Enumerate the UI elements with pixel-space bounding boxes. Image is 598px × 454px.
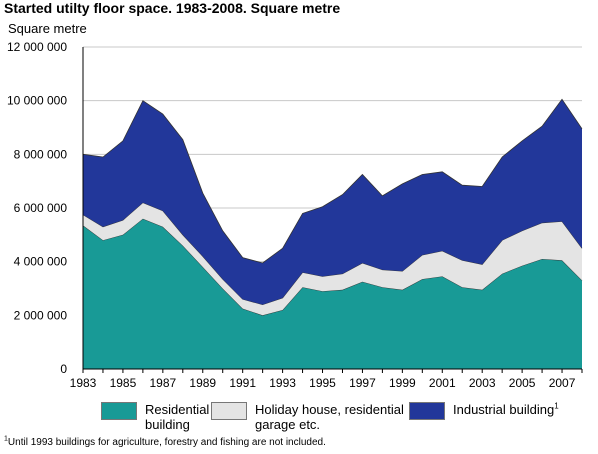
y-tick-label: 6 000 000 [14, 201, 68, 215]
footnote-marker: 1 [4, 435, 8, 443]
y-tick-label: 0 [60, 362, 67, 376]
x-tick-label: 2005 [509, 376, 536, 390]
y-tick-label: 8 000 000 [14, 147, 68, 161]
footnote: 1Until 1993 buildings for agriculture, f… [4, 435, 326, 448]
area-series-2 [83, 99, 582, 305]
area-series-1 [83, 202, 582, 316]
x-tick-label: 1993 [269, 376, 296, 390]
footnote-text: Until 1993 buildings for agriculture, fo… [7, 437, 326, 448]
legend-label-industrial: Industrial building1 [453, 402, 559, 417]
y-tick-label: 10 000 000 [7, 94, 67, 108]
legend-label-residential: Residential building [145, 402, 210, 432]
legend-swatch-residential [101, 402, 137, 420]
y-tick-label: 4 000 000 [14, 255, 68, 269]
x-tick-label: 1997 [349, 376, 376, 390]
x-tick-label: 1991 [229, 376, 256, 390]
x-tick-label: 1995 [309, 376, 336, 390]
legend-label-holiday: Holiday house, residential garage etc. [255, 402, 404, 432]
area-series-line-2 [82, 98, 583, 264]
x-tick-label: 2007 [549, 376, 576, 390]
y-tick-label: 2 000 000 [14, 308, 68, 322]
legend-footnote-marker: 1 [554, 401, 559, 411]
x-tick-label: 1987 [149, 376, 176, 390]
legend-swatch-holiday [211, 402, 247, 420]
y-tick-label: 12 000 000 [7, 40, 67, 54]
x-tick-label: 1989 [189, 376, 216, 390]
legend-item-residential: Residential building [101, 398, 241, 434]
area-chart: 0 2 000 000 4 000 000 6 000 000 8 000 000 10 … [7, 40, 583, 390]
legend-item-holiday: Holiday house, residential garage etc. [211, 398, 411, 434]
chart-title: Started utilty floor space. 1983-2008. S… [4, 0, 341, 16]
legend-swatch-industrial [409, 402, 445, 420]
x-tick-label: 1983 [70, 376, 97, 390]
x-tick-label: 2003 [469, 376, 496, 390]
x-tick-label: 1985 [110, 376, 137, 390]
area-series-0 [83, 218, 582, 369]
x-tick-label: 1999 [389, 376, 416, 390]
y-axis-label: Square metre [8, 21, 87, 36]
x-tick-label: 2001 [429, 376, 456, 390]
legend-label-industrial-text: Industrial building [453, 402, 555, 417]
legend-item-industrial: Industrial building1 [409, 398, 589, 434]
